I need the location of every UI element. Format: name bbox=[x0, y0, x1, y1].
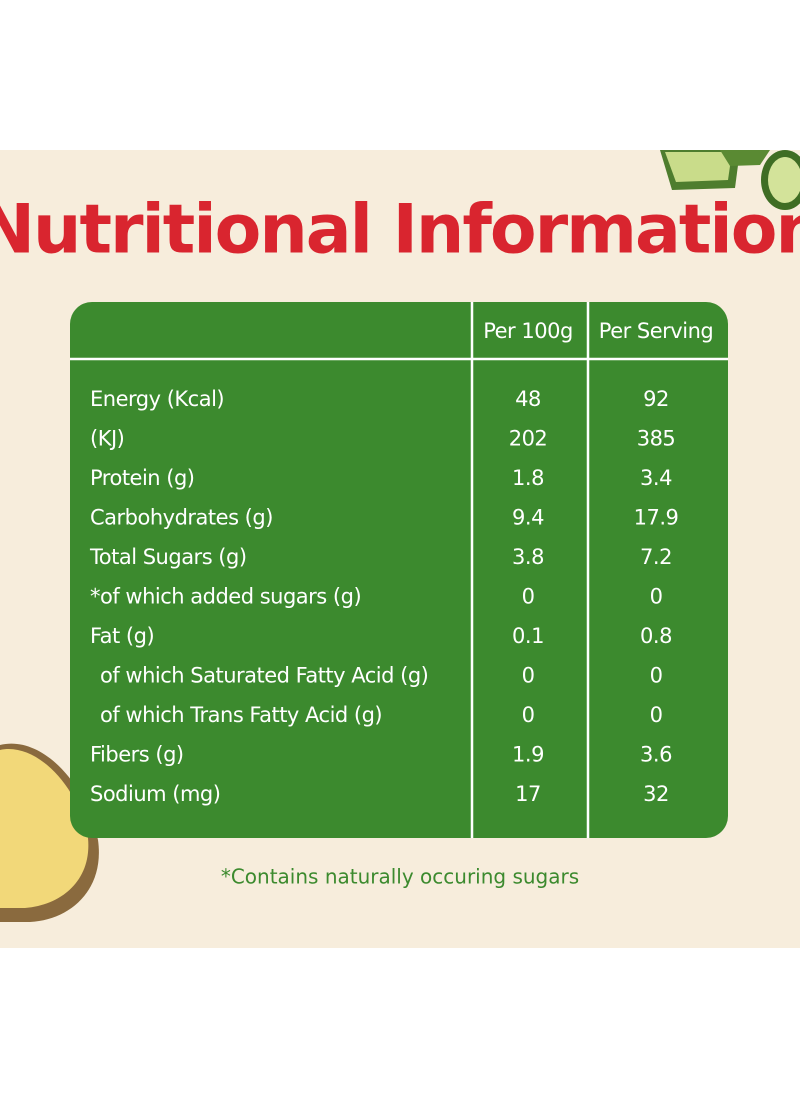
row-label: Sodium (mg) bbox=[90, 782, 220, 806]
per-100g-value: 1.9 bbox=[512, 743, 544, 767]
row-label: Carbohydrates (g) bbox=[90, 506, 273, 530]
per-serving-value: 385 bbox=[637, 427, 676, 451]
footnote: *Contains naturally occuring sugars bbox=[221, 865, 579, 889]
row-label: Total Sugars (g) bbox=[89, 545, 247, 569]
row-label: Protein (g) bbox=[90, 466, 195, 490]
per-serving-value: 17.9 bbox=[634, 506, 679, 530]
per-100g-value: 9.4 bbox=[512, 506, 544, 530]
row-label: Fat (g) bbox=[90, 624, 154, 648]
row-label: (KJ) bbox=[90, 427, 124, 451]
per-100g-value: 3.8 bbox=[512, 545, 544, 569]
title: Nutritional Information bbox=[0, 191, 800, 270]
per-serving-value: 0 bbox=[650, 585, 663, 609]
zucchini-decoration bbox=[660, 150, 800, 210]
per-100g-value: 0 bbox=[522, 585, 535, 609]
row-label: of which Saturated Fatty Acid (g) bbox=[100, 664, 428, 688]
column-header: Per Serving bbox=[599, 319, 713, 343]
per-100g-value: 17 bbox=[515, 782, 541, 806]
table-cells: Per 100g Per Serving Energy (Kcal) 48 92 (KJ)… bbox=[89, 319, 714, 806]
per-100g-value: 0 bbox=[522, 664, 535, 688]
per-serving-value: 32 bbox=[643, 782, 669, 806]
row-label: *of which added sugars (g) bbox=[90, 585, 361, 609]
column-header: Per 100g bbox=[483, 319, 573, 343]
per-serving-value: 3.4 bbox=[640, 466, 672, 490]
per-serving-value: 3.6 bbox=[640, 743, 672, 767]
per-serving-value: 0 bbox=[650, 703, 663, 727]
per-serving-value: 7.2 bbox=[640, 545, 672, 569]
nutrition-table: Per 100g Per Serving Energy (Kcal) 48 92 (KJ)… bbox=[70, 302, 728, 838]
per-serving-value: 0.8 bbox=[640, 624, 672, 648]
per-100g-value: 1.8 bbox=[512, 466, 544, 490]
table-background bbox=[70, 302, 728, 838]
row-label: Energy (Kcal) bbox=[90, 387, 224, 411]
per-100g-value: 0.1 bbox=[512, 624, 544, 648]
per-serving-value: 0 bbox=[650, 664, 663, 688]
per-100g-value: 48 bbox=[515, 387, 541, 411]
row-label: of which Trans Fatty Acid (g) bbox=[100, 703, 382, 727]
per-100g-value: 0 bbox=[522, 703, 535, 727]
per-serving-value: 92 bbox=[643, 387, 669, 411]
row-label: Fibers (g) bbox=[90, 743, 184, 767]
per-100g-value: 202 bbox=[509, 427, 548, 451]
